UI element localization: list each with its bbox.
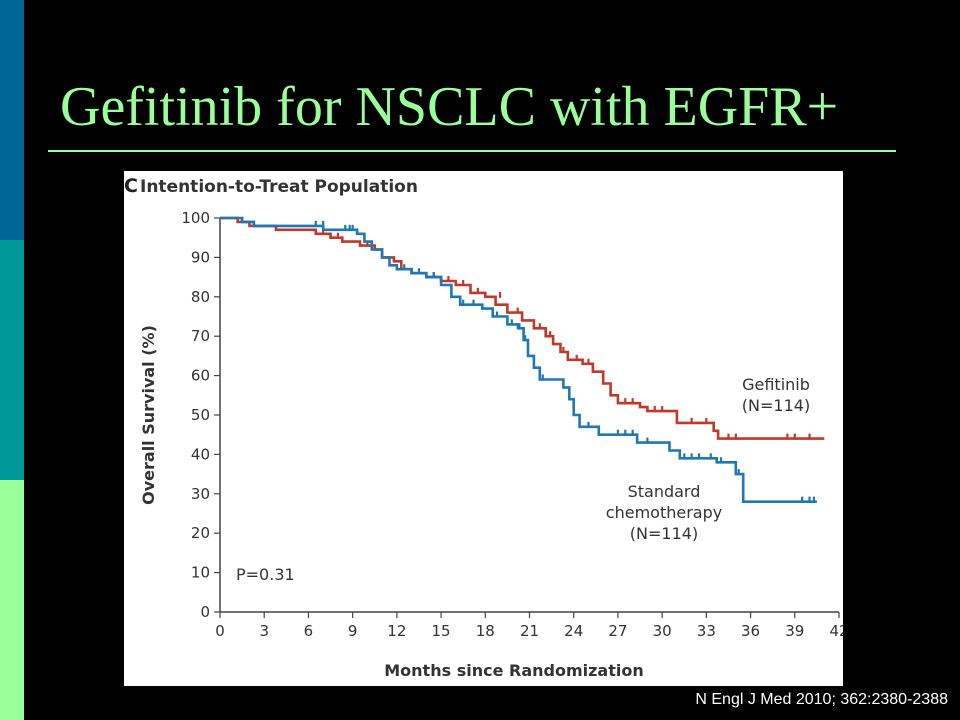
- series-label-line: Standard: [628, 482, 701, 501]
- x-tick-label: 9: [348, 622, 358, 640]
- side-bar-green: [0, 480, 24, 720]
- series-label-gefitinib: Gefitinib (N=114): [742, 375, 810, 415]
- x-tick-label: 24: [564, 622, 583, 640]
- series-label-line: (N=114): [630, 524, 698, 543]
- y-tick-label: 20: [191, 524, 210, 542]
- x-tick-label: 36: [741, 622, 760, 640]
- y-tick-label: 30: [191, 485, 210, 503]
- series-label-line: Gefitinib: [742, 375, 810, 394]
- panel-letter: C: [124, 175, 138, 197]
- p-value-annotation: P=0.31: [236, 565, 295, 584]
- series-label-line: (N=114): [742, 396, 810, 415]
- x-tick-label: 15: [432, 622, 451, 640]
- x-axis-label: Months since Randomization: [384, 661, 643, 680]
- y-tick-label: 50: [191, 406, 210, 424]
- side-bar-blue: [0, 0, 24, 240]
- y-tick-label: 0: [200, 603, 210, 621]
- series-line-gefitinib: [220, 216, 825, 440]
- y-axis-label: Overall Survival (%): [139, 325, 158, 505]
- x-tick-label: 0: [215, 622, 225, 640]
- x-tick-label: 21: [520, 622, 539, 640]
- y-tick-label: 80: [191, 288, 210, 306]
- y-tick-label: 60: [191, 367, 210, 385]
- y-tick-label: 10: [191, 564, 210, 582]
- chart-title: Intention-to-Treat Population: [140, 177, 418, 197]
- y-tick-label: 70: [191, 327, 210, 345]
- series-label-line: chemotherapy: [606, 503, 722, 522]
- series-line-standard: [220, 216, 817, 503]
- y-tick-label: 100: [181, 209, 210, 227]
- x-tick-label: 3: [259, 622, 269, 640]
- side-bar-teal: [0, 240, 24, 480]
- series-labels: Gefitinib (N=114) Standard chemotherapy (N=1…: [606, 375, 810, 543]
- slide-title: Gefitinib for NSCLC with EGFR+: [60, 76, 839, 138]
- x-tick-label: 12: [387, 622, 406, 640]
- citation: N Engl J Med 2010; 362:2380-2388: [695, 691, 948, 708]
- x-tick-label: 42: [829, 622, 843, 640]
- x-tick-label: 33: [697, 622, 716, 640]
- survival-figure: C Intention-to-Treat Population Overall …: [124, 171, 843, 686]
- chart-axes: 0369121518212427303336394201020304050607…: [181, 209, 843, 640]
- y-tick-label: 40: [191, 445, 210, 463]
- x-tick-label: 6: [304, 622, 314, 640]
- x-tick-label: 30: [653, 622, 672, 640]
- title-divider: [48, 150, 896, 152]
- series-layer: [220, 216, 825, 503]
- x-tick-label: 39: [785, 622, 804, 640]
- x-tick-label: 18: [476, 622, 495, 640]
- x-tick-label: 27: [608, 622, 627, 640]
- series-label-standard: Standard chemotherapy (N=114): [606, 482, 722, 543]
- survival-chart: C Intention-to-Treat Population Overall …: [124, 175, 843, 680]
- y-tick-label: 90: [191, 248, 210, 266]
